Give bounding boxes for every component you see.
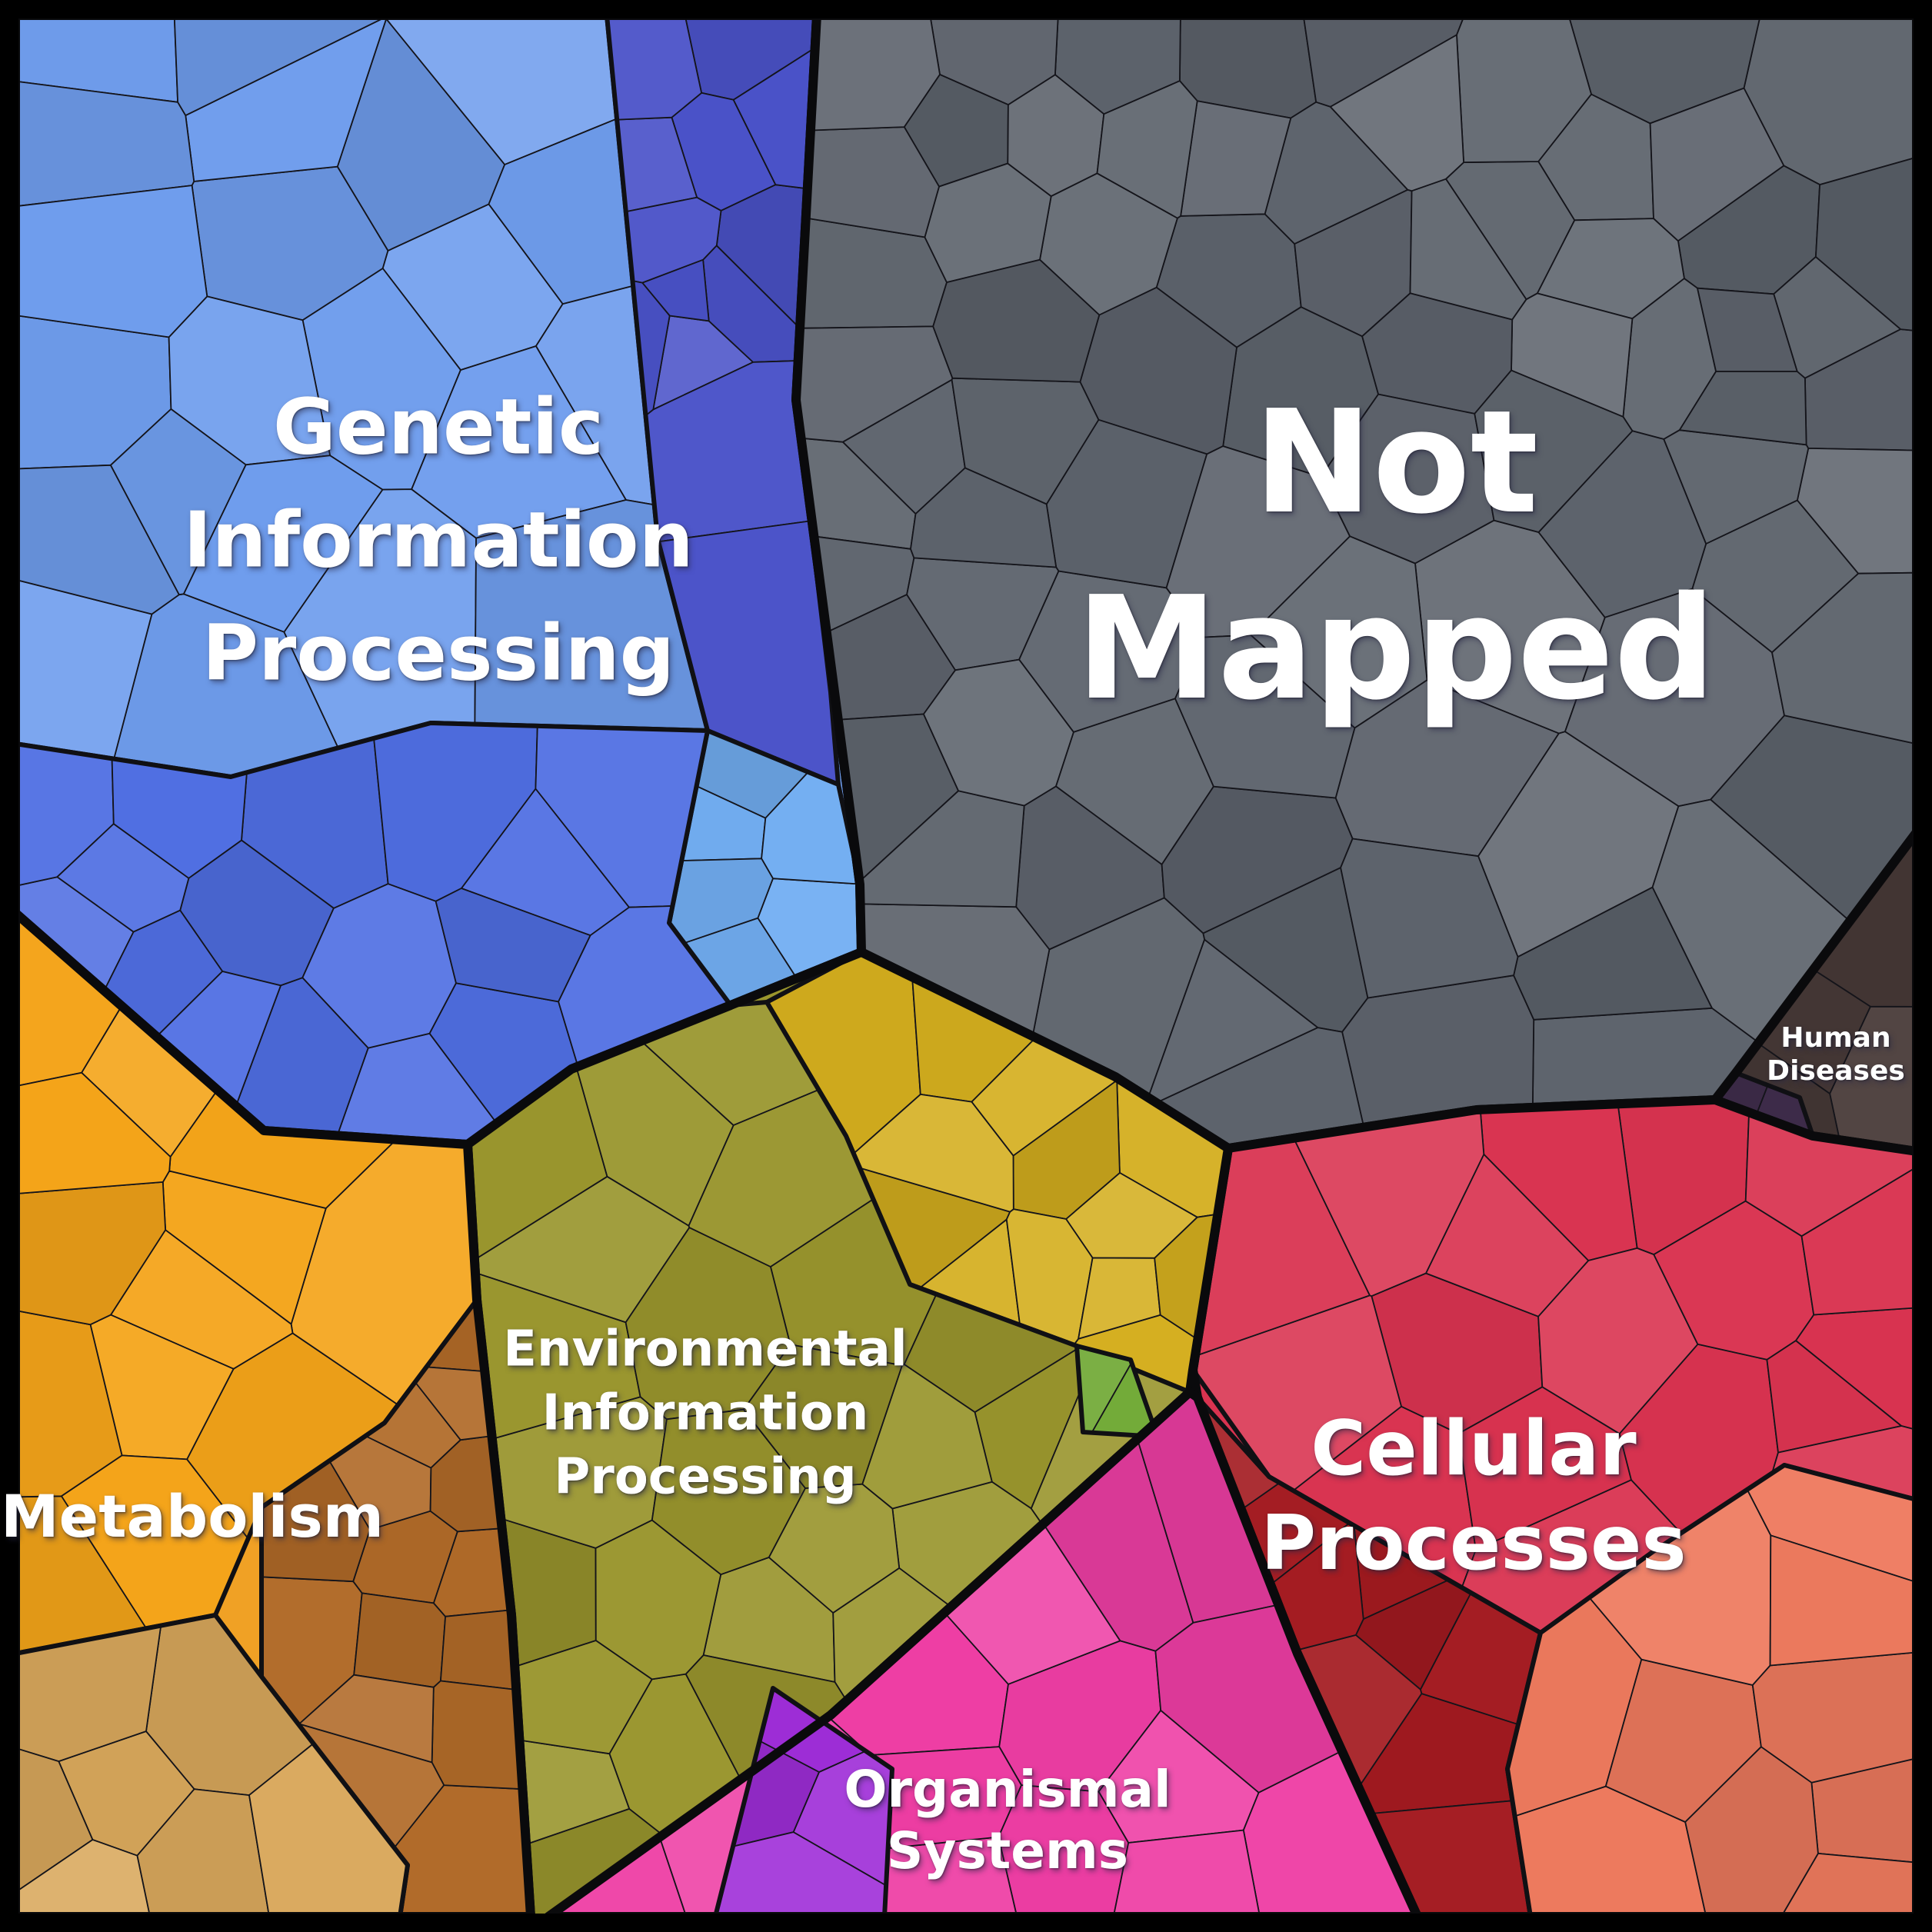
treemap-cell-magenta[interactable] — [1112, 1829, 1261, 1917]
treemap-cell-not-mapped-cells[interactable] — [910, 467, 1058, 568]
treemap-cell-light-blue[interactable] — [182, 455, 384, 633]
treemap-cell-brown-orange[interactable] — [353, 1592, 446, 1688]
treemap-cell-not-mapped-cells[interactable] — [1329, 34, 1464, 192]
treemap-cell-indigo[interactable] — [625, 196, 722, 284]
treemap-cell-not-mapped-cells[interactable] — [923, 658, 1074, 807]
treemap-cell-indigo[interactable] — [606, 15, 702, 121]
treemap-cell-crimson[interactable] — [1457, 1386, 1632, 1551]
treemap-cell-olive[interactable] — [743, 1344, 903, 1489]
treemap-cell-not-mapped-cells[interactable] — [1174, 634, 1356, 799]
treemap-cell-light-blue[interactable] — [15, 185, 208, 338]
treemap-cell-mustard[interactable] — [853, 1094, 1014, 1213]
treemap-cell-magenta[interactable] — [998, 1640, 1162, 1793]
treemap-cell-not-mapped-cells[interactable] — [1678, 371, 1807, 446]
treemap-cell-olive[interactable] — [595, 1519, 722, 1681]
treemap-cell-not-mapped-cells[interactable] — [1474, 369, 1634, 533]
treemap-cell-not-mapped-cells[interactable] — [1649, 87, 1785, 242]
treemap-cell-brown-orange[interactable] — [431, 1680, 524, 1790]
treemap-cell-not-mapped-cells[interactable] — [1340, 838, 1519, 999]
treemap-cell-brown-orange[interactable] — [440, 1609, 518, 1690]
treemap-cell-not-mapped-cells[interactable] — [932, 258, 1101, 383]
treemap-cell-magenta[interactable] — [870, 1746, 1022, 1850]
